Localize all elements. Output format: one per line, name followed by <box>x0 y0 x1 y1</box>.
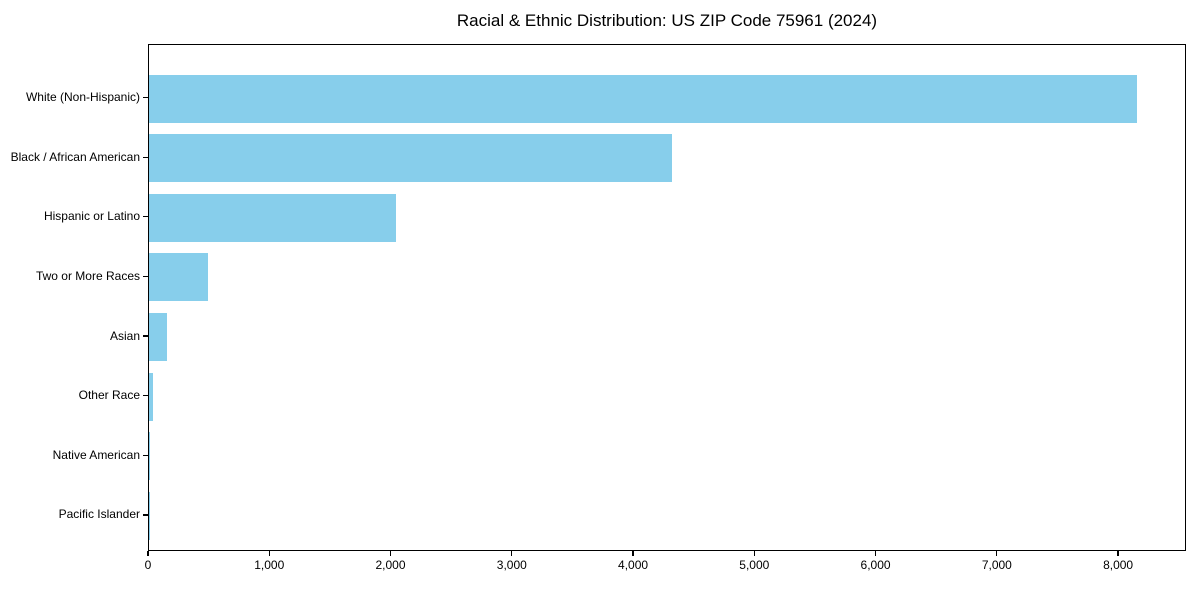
x-tick-mark <box>147 551 149 556</box>
chart-title: Racial & Ethnic Distribution: US ZIP Cod… <box>456 11 878 30</box>
bar <box>149 253 209 302</box>
y-tick-label: Black / African American <box>10 149 140 164</box>
bar <box>149 74 1138 123</box>
x-tick-label: 7,000 <box>981 558 1012 572</box>
x-tick-label: 2,000 <box>375 558 406 572</box>
x-tick-mark <box>511 551 513 556</box>
x-tick-mark <box>1117 551 1119 556</box>
y-tick-mark <box>143 156 148 158</box>
y-tick-mark <box>143 454 148 456</box>
x-tick-label: 1,000 <box>254 558 285 572</box>
y-tick-mark <box>143 335 148 337</box>
x-tick-label: 4,000 <box>618 558 649 572</box>
bar <box>149 313 167 362</box>
x-tick-mark <box>874 551 877 556</box>
y-tick-label: Native American <box>52 447 140 462</box>
bar <box>149 372 153 421</box>
y-tick-mark <box>143 275 148 277</box>
y-tick-label: Hispanic or Latino <box>43 209 140 224</box>
y-tick-mark <box>143 395 148 397</box>
plot-area <box>148 44 1186 551</box>
bar <box>149 134 672 183</box>
bar <box>149 432 151 481</box>
y-tick-label: Pacific Islander <box>58 507 140 522</box>
x-tick-mark <box>268 551 270 556</box>
x-tick-label: 0 <box>144 558 152 572</box>
x-tick-mark <box>996 551 998 556</box>
x-tick-label: 8,000 <box>1103 558 1134 572</box>
y-tick-label: Two or More Races <box>35 268 140 283</box>
bars-layer <box>149 45 1185 550</box>
x-tick-label: 6,000 <box>860 558 891 572</box>
y-tick-label: White (Non-Hispanic) <box>25 90 140 104</box>
x-tick-mark <box>632 551 634 556</box>
x-tick-mark <box>389 551 392 556</box>
y-tick-mark <box>143 216 148 218</box>
bar <box>149 193 397 242</box>
y-tick-label: Other Race <box>78 388 140 403</box>
x-tick-label: 3,000 <box>496 558 527 572</box>
x-tick-label: 5,000 <box>739 558 770 572</box>
y-tick-mark <box>143 514 148 516</box>
x-tick-mark <box>753 551 755 556</box>
y-tick-label: Asian <box>109 328 140 343</box>
y-tick-mark <box>143 96 148 99</box>
